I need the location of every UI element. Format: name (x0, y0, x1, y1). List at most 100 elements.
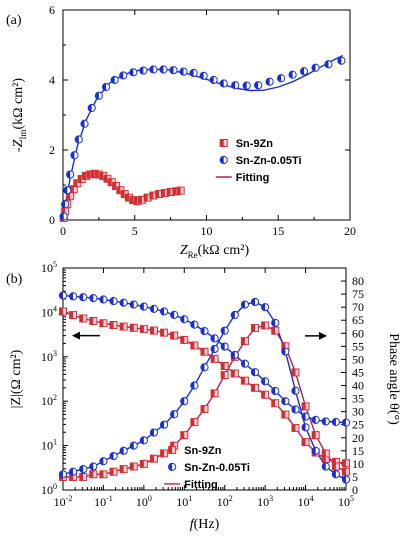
data-point-snzn-ti-modulus (341, 418, 351, 427)
data-point-snzn-ti-phase (119, 446, 128, 455)
plot-frame-a (62, 9, 351, 221)
y-tick-label-a: 4 (49, 73, 55, 87)
y-left-tick-label-b: 105 (41, 260, 57, 275)
data-point-sn9zn-modulus (271, 399, 280, 408)
data-point-snzn-ti (288, 70, 297, 79)
data-point-sn9zn-phase (251, 324, 260, 333)
data-point-snzn-ti-phase (261, 303, 270, 312)
y-right-tick-label-b: 25 (352, 418, 364, 432)
data-point-sn9zn (73, 179, 82, 188)
data-point-snzn-ti (139, 66, 148, 75)
data-point-sn9zn-phase (331, 462, 340, 471)
data-point-sn9zn-modulus (190, 341, 199, 350)
data-point-snzn-ti-modulus (170, 310, 179, 319)
y-axis-label-a: -ZIm(kΩ cm²) (11, 78, 28, 152)
data-point-sn9zn-phase (220, 371, 229, 380)
data-point-snzn-ti-phase (301, 423, 310, 432)
data-point-snzn-ti-phase (159, 420, 169, 429)
data-point-snzn-ti (311, 63, 320, 72)
data-point-sn9zn-phase (190, 418, 199, 427)
data-point-sn9zn-phase (139, 459, 148, 468)
plot-frame-b (62, 267, 347, 491)
data-point-snzn-ti-modulus (89, 293, 98, 303)
data-point-sn9zn-phase (119, 465, 128, 474)
data-point-snzn-ti-modulus (210, 334, 219, 343)
data-point-snzn-ti-modulus (129, 300, 138, 309)
data-point-snzn-ti-phase (200, 363, 209, 372)
data-point-snzn-ti-modulus (220, 342, 229, 351)
data-point-snzn-ti-modulus (159, 307, 169, 316)
data-point-snzn-ti-phase (311, 446, 320, 455)
x-tick-label-b: 10-1 (94, 494, 113, 509)
data-point-snzn-ti-phase (331, 470, 340, 479)
y-tick-label-a: 2 (49, 143, 55, 157)
data-point-snzn-ti (324, 60, 333, 69)
data-point-sn9zn-phase (261, 321, 270, 330)
data-point-snzn-ti-modulus (180, 315, 189, 324)
data-point-sn9zn-modulus (109, 321, 118, 330)
data-point-sn9zn-phase (200, 405, 209, 414)
legend-label-fitting-b: Fitting (184, 479, 218, 491)
data-point-snzn-ti-modulus (119, 298, 128, 307)
data-point-snzn-ti-phase (79, 465, 88, 474)
data-point-snzn-ti-modulus (311, 415, 320, 424)
data-point-snzn-ti-modulus (331, 417, 340, 427)
data-point-snzn-ti (87, 103, 96, 113)
panel-label-a: (a) (6, 13, 22, 28)
data-point-sn9zn-phase (79, 472, 88, 481)
data-point-snzn-ti (70, 151, 79, 160)
data-point-snzn-ti (209, 75, 218, 85)
data-point-snzn-ti-phase (321, 462, 330, 471)
data-point-snzn-ti (179, 67, 188, 76)
data-point-sn9zn-modulus (69, 311, 78, 320)
y-right-tick-label-b: 0 (352, 483, 358, 497)
data-point-snzn-ti-phase (99, 457, 108, 466)
data-point-sn9zn-modulus (139, 325, 148, 334)
panel-label-b: (b) (6, 272, 23, 287)
legend-label-sn9zn: Sn-9Zn (236, 138, 274, 150)
data-point-snzn-ti-phase (69, 467, 78, 476)
data-point-snzn-ti (231, 81, 240, 90)
x-tick-label-b: 105 (338, 494, 354, 509)
y-left-tick-label-b: 100 (41, 482, 57, 497)
x-tick-label-a: 10 (201, 224, 213, 238)
x-tick-label-a: 15 (272, 224, 284, 238)
data-point-sn9zn-modulus (281, 410, 290, 419)
data-point-snzn-ti-modulus (250, 368, 260, 377)
y-right-tick-label-b: 40 (352, 379, 364, 393)
data-point-snzn-ti (199, 71, 208, 80)
data-point-sn9zn (112, 182, 121, 191)
fitting-curve-a (62, 54, 344, 221)
data-point-snzn-ti-modulus (190, 320, 199, 329)
panel-a: 0 5 10 15 20 0 2 4 6 (a) ZRe(kΩ cm²) -ZIm(kΩ cm²) Sn… (6, 3, 356, 260)
arrow-right-head (319, 331, 327, 340)
y-right-axis-label-b: Phase angle θ(°) (386, 333, 401, 425)
data-point-sn9zn-phase (99, 470, 108, 479)
data-point-snzn-ti-phase (139, 436, 148, 445)
data-point-snzn-ti-phase (129, 441, 138, 450)
data-point-sn9zn-modulus (119, 322, 128, 331)
data-point-snzn-ti-phase (341, 475, 351, 484)
data-point-snzn-ti (129, 68, 138, 77)
data-point-sn9zn (176, 186, 185, 195)
x-tick-label-b: 104 (298, 494, 314, 509)
panel-b: 10-2 10-1 100 101 102 103 104 10510010110210310… (6, 260, 401, 532)
y-tick-label-a: 0 (49, 213, 55, 227)
y-right-tick-label-b: 60 (352, 326, 364, 340)
data-point-snzn-ti (66, 170, 75, 179)
data-point-snzn-ti-modulus (230, 350, 239, 360)
data-point-snzn-ti (74, 135, 83, 144)
data-point-snzn-ti (337, 56, 346, 65)
y-right-tick-label-b: 55 (352, 339, 364, 353)
data-point-snzn-ti (119, 71, 128, 80)
data-point-sn9zn-modulus (251, 383, 260, 392)
data-point-sn9zn-phase (291, 368, 300, 377)
y-left-tick-label-b: 101 (41, 438, 57, 453)
data-point-snzn-ti-modulus (58, 291, 68, 300)
y-left-tick-label-b: 103 (41, 349, 57, 364)
y-right-tick-label-b: 45 (352, 365, 364, 379)
data-point-sn9zn-phase (160, 449, 169, 458)
data-point-sn9zn-modulus (200, 347, 209, 356)
legend-label-sn9zn-b: Sn-9Zn (184, 445, 222, 457)
y-right-tick-label-b: 35 (352, 392, 364, 406)
